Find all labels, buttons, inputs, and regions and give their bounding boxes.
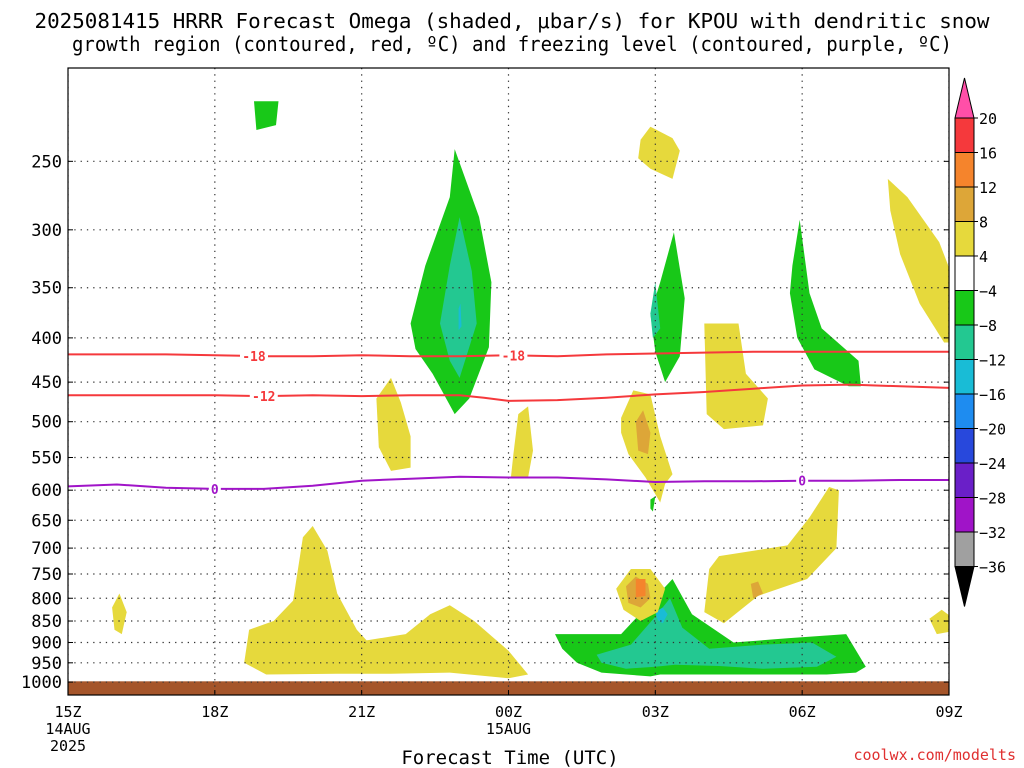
- omega-region-green: [1000, 655, 1017, 671]
- omega-region-blue: [655, 607, 668, 624]
- contour-label-bg: [239, 349, 268, 364]
- colorbar-label: 12: [979, 179, 997, 197]
- y-tick-label: 900: [31, 634, 62, 654]
- y-tick-label: 600: [31, 481, 62, 501]
- dgz-contour: [68, 383, 949, 402]
- omega-region-orange: [635, 410, 651, 455]
- omega-region-yellow: [638, 126, 680, 179]
- colorbar-bin: [954, 531, 975, 567]
- colorbar-label: −16: [979, 386, 1006, 404]
- colorbar-label: −32: [979, 524, 1006, 542]
- colorbar-bin: [954, 359, 975, 395]
- y-tick-label: 550: [31, 449, 62, 469]
- x-tick-label: 18Z: [201, 703, 228, 721]
- credit-text: coolwx.com/modelts: [853, 746, 1016, 764]
- colorbar-label: −36: [979, 559, 1006, 577]
- omega-region-blue: [458, 303, 462, 331]
- x-tick-label: 14AUG: [45, 720, 90, 738]
- x-tick-label: 2025: [50, 737, 86, 755]
- x-tick-label: 21Z: [348, 703, 375, 721]
- omega-region-orange: [750, 581, 763, 599]
- colorbar-label: 20: [979, 110, 997, 128]
- colorbar-bin: [954, 186, 975, 222]
- colorbar-label: 16: [979, 145, 997, 163]
- plot-layer: -18 -18 -12 0 0: [68, 68, 1017, 695]
- y-tick-label: 700: [31, 539, 62, 559]
- colorbar-bin: [954, 255, 975, 291]
- colorbar-top-triangle: [954, 77, 975, 119]
- colorbar-bin: [954, 462, 975, 498]
- colorbar-bin: [954, 152, 975, 188]
- contour-label: 0: [211, 483, 219, 498]
- colorbar-bin: [954, 221, 975, 257]
- freezing-level-contour: [68, 475, 949, 490]
- omega-region-yellow: [704, 487, 839, 624]
- chart-title-line: growth region (contoured, red, ºC) and f…: [72, 32, 952, 56]
- omega-region-teal: [440, 217, 477, 378]
- contour-label: -12: [252, 390, 275, 405]
- omega-region-yellow: [510, 406, 533, 478]
- y-tick-label: 450: [31, 373, 62, 393]
- y-tick-label: 800: [31, 589, 62, 609]
- omega-region-yellow: [376, 377, 411, 471]
- colorbar-label: −8: [979, 317, 997, 335]
- contour-label-bg: [499, 348, 528, 363]
- plot-area: [68, 68, 949, 695]
- y-tick-label: 400: [31, 329, 62, 349]
- omega-region-teal: [650, 282, 661, 338]
- y-tick-label: 950: [31, 654, 62, 674]
- contour-label-bg: [208, 481, 221, 496]
- colorbar-bin: [954, 117, 975, 153]
- omega-region-green: [650, 496, 656, 512]
- x-tick-label: 09Z: [935, 703, 962, 721]
- omega-region-green: [650, 232, 685, 383]
- y-tick-label: 650: [31, 511, 62, 531]
- omega-region-yellow: [244, 526, 529, 679]
- colorbar-label: −28: [979, 490, 1006, 508]
- dgz-contour: [68, 350, 949, 358]
- colorbar-label: −4: [979, 283, 997, 301]
- ground-band: [68, 681, 949, 695]
- contour-label: -18: [502, 349, 526, 364]
- omega-region-green: [254, 101, 279, 130]
- colorbar-bin: [954, 497, 975, 533]
- y-tick-label: 350: [31, 279, 62, 299]
- colorbar-bin: [954, 324, 975, 360]
- y-tick-label: 850: [31, 612, 62, 632]
- contour-label-bg: [249, 389, 278, 404]
- y-tick-label: 500: [31, 413, 62, 433]
- colorbar-bin: [954, 290, 975, 326]
- colorbar-label: −24: [979, 455, 1006, 473]
- omega-region-yellow: [112, 593, 127, 635]
- x-tick-label: 03Z: [642, 703, 669, 721]
- omega-region-yellow: [887, 178, 949, 343]
- y-tick-label: 1000: [21, 673, 62, 693]
- omega-region-yellow: [704, 323, 768, 430]
- contour-label: 0: [798, 475, 806, 490]
- x-axis-title: Forecast Time (UTC): [401, 747, 618, 768]
- colorbar: 20 16 12 8 4 −4 −8 −12 −16 −20 −24 −28 −32 −36: [954, 77, 1006, 607]
- x-tick-label: 06Z: [789, 703, 816, 721]
- colorbar-label: −20: [979, 421, 1006, 439]
- omega-region-yellow: [929, 609, 949, 635]
- omega-region-red-orange: [635, 579, 646, 598]
- y-tick-label: 750: [31, 565, 62, 585]
- omega-region-green: [789, 219, 861, 387]
- chart-title-line: 2025081415 HRRR Forecast Omega (shaded, …: [35, 9, 991, 33]
- colorbar-bin: [954, 393, 975, 429]
- y-tick-label: 300: [31, 221, 62, 241]
- colorbar-bottom-triangle: [954, 566, 975, 607]
- y-tick-label: 250: [31, 152, 62, 172]
- colorbar-label: 8: [979, 214, 988, 232]
- x-tick-label: 00Z: [495, 703, 522, 721]
- colorbar-bin: [954, 428, 975, 464]
- contour-label: -18: [242, 350, 266, 365]
- x-tick-label: 15AUG: [486, 720, 531, 738]
- colorbar-label: 4: [979, 248, 988, 266]
- x-tick-label: 15Z: [54, 703, 81, 721]
- colorbar-label: −12: [979, 352, 1006, 370]
- contour-label-bg: [796, 473, 809, 488]
